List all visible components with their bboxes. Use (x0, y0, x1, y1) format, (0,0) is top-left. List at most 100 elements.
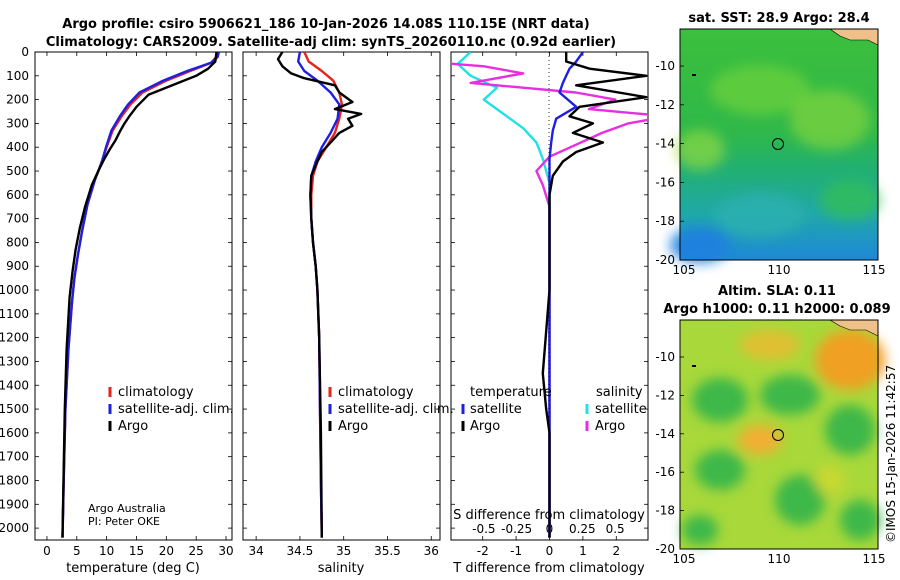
x-tick-label: 5 (73, 544, 81, 558)
map-x-tick-label: 105 (673, 263, 696, 277)
depth-tick-label: 400 (6, 140, 29, 154)
map-y-tick-label: -14 (655, 427, 675, 441)
depth-tick-label: 200 (6, 93, 29, 107)
legend-label-s-satellite: satellite (595, 402, 647, 417)
temperature-series (61, 52, 221, 538)
legend-header-salinity: salinity (596, 385, 643, 400)
legend-label-satellite: satellite-adj. clim. (118, 402, 234, 417)
difference-legend: temperature salinity satellite Argo sate… (461, 385, 647, 434)
x-tick-label: 10 (99, 544, 114, 558)
legend-label-s-argo: Argo (595, 419, 625, 434)
series-line-t-satellite (548, 52, 584, 538)
s-tick-label: 0.25 (569, 522, 596, 536)
map-x-tick-label: 115 (863, 552, 886, 566)
depth-tick-label: 1500 (0, 402, 29, 416)
depth-tick-label: 2000 (0, 521, 29, 535)
map-y-tick-label: -12 (655, 98, 675, 112)
x-tick-label: 0 (43, 544, 51, 558)
x-tick-label: -2 (477, 544, 489, 558)
sla-map-ticks: 105 110 115 -10 -12 -14 -16 -18 -20 (655, 350, 885, 566)
legend-label-t-argo: Argo (470, 419, 500, 434)
island-marker (692, 74, 696, 76)
sla-map-title-2: Argo h1000: 0.11 h2000: 0.089 (663, 302, 890, 317)
sla-map-frame (679, 319, 879, 550)
series-line-argo (276, 52, 363, 538)
x-tick-label: 25 (189, 544, 204, 558)
depth-tick-label: 600 (6, 188, 29, 202)
legend-label-argo: Argo (118, 419, 148, 434)
s-tick-label: -0.5 (472, 522, 495, 536)
difference-xlabel: T difference from climatology (452, 561, 645, 576)
sla-map (679, 319, 885, 550)
temperature-axes (34, 51, 233, 541)
x-tick-label: 20 (159, 544, 174, 558)
map-x-tick-label: 105 (673, 552, 696, 566)
salinity-x-ticks: 34 34.5 35 35.5 36 (248, 52, 439, 558)
depth-tick-label: 1600 (0, 426, 29, 440)
depth-tick-label: 1100 (0, 307, 29, 321)
map-y-tick-label: -14 (655, 137, 675, 151)
legend-label-argo: Argo (338, 419, 368, 434)
map-x-tick-label: 115 (863, 263, 886, 277)
depth-tick-label: 1000 (0, 283, 29, 297)
x-tick-label: 35.5 (374, 544, 401, 558)
sst-map-title: sat. SST: 28.9 Argo: 28.4 (688, 11, 869, 26)
depth-tick-label: 500 (6, 164, 29, 178)
x-tick-label: 30 (218, 544, 233, 558)
legend-header-temperature: temperature (470, 385, 552, 400)
x-tick-label: -1 (510, 544, 522, 558)
series-line-argo (61, 52, 218, 538)
sst-map-ticks: 105 110 115 -10 -12 -14 -16 -18 -20 (655, 59, 885, 277)
map-x-tick-label: 110 (768, 552, 791, 566)
x-tick-label: 34 (248, 544, 263, 558)
temperature-xlabel: temperature (deg C) (66, 561, 200, 576)
series-line-climatology (303, 52, 344, 538)
depth-tick-label: 800 (6, 235, 29, 249)
depth-tick-label: 1300 (0, 354, 29, 368)
map-x-tick-label: 110 (768, 263, 791, 277)
annotation-argo-australia: Argo Australia (88, 502, 166, 515)
series-line-s-satellite (456, 52, 551, 538)
difference-series (451, 52, 648, 538)
imos-credit: ©IMOS 15-Jan-2026 11:42:57 (884, 365, 898, 543)
x-tick-label: 36 (424, 544, 439, 558)
x-tick-label: 2 (612, 544, 620, 558)
series-line-s-argo (451, 62, 648, 538)
argo-location-marker (772, 429, 784, 441)
temperature-x-ticks: 0 5 10 15 20 25 30 (43, 52, 234, 558)
s-tick-label: -0.25 (501, 522, 532, 536)
depth-tick-label: 1800 (0, 473, 29, 487)
s-tick-label: 0.5 (606, 522, 625, 536)
salinity-axes (242, 51, 441, 541)
sst-map-frame (679, 28, 879, 261)
series-line-satellite-adj-clim- (61, 52, 221, 538)
legend-label-climatology: climatology (118, 385, 194, 400)
legend-label-climatology: climatology (338, 385, 414, 400)
depth-tick-label: 0 (21, 45, 29, 59)
title-line-2: Climatology: CARS2009. Satellite-adj cli… (46, 35, 616, 50)
salinity-legend: climatology satellite-adj. clim. Argo (328, 385, 454, 434)
series-line-t-argo (541, 52, 648, 538)
difference-xlabel-2: S difference from climatology (453, 508, 645, 523)
salinity-series (276, 52, 363, 538)
legend-label-t-satellite: satellite (470, 402, 522, 417)
depth-ticks: 0 100 200 300 400 500 600 700 800 900 1000 1100 1200… (0, 45, 648, 535)
island-marker (692, 365, 696, 367)
argo-location-marker (772, 138, 784, 150)
temperature-legend: climatology satellite-adj. clim. Argo (108, 385, 234, 434)
sst-map (670, 28, 880, 263)
depth-tick-label: 900 (6, 259, 29, 273)
x-tick-label: 34.5 (287, 544, 314, 558)
depth-tick-label: 1900 (0, 497, 29, 511)
map-y-tick-label: -16 (655, 175, 675, 189)
salinity-xlabel: salinity (318, 561, 365, 576)
title-line-1: Argo profile: csiro 5906621_186 10-Jan-2… (62, 17, 589, 32)
map-y-tick-label: -10 (655, 59, 675, 73)
map-y-tick-label: -12 (655, 388, 675, 402)
depth-tick-label: 1200 (0, 331, 29, 345)
map-y-tick-label: -18 (655, 214, 675, 228)
depth-tick-label: 300 (6, 116, 29, 130)
annotation-pi: PI: Peter OKE (88, 515, 160, 528)
map-y-tick-label: -10 (655, 350, 675, 364)
x-tick-label: 1 (579, 544, 587, 558)
